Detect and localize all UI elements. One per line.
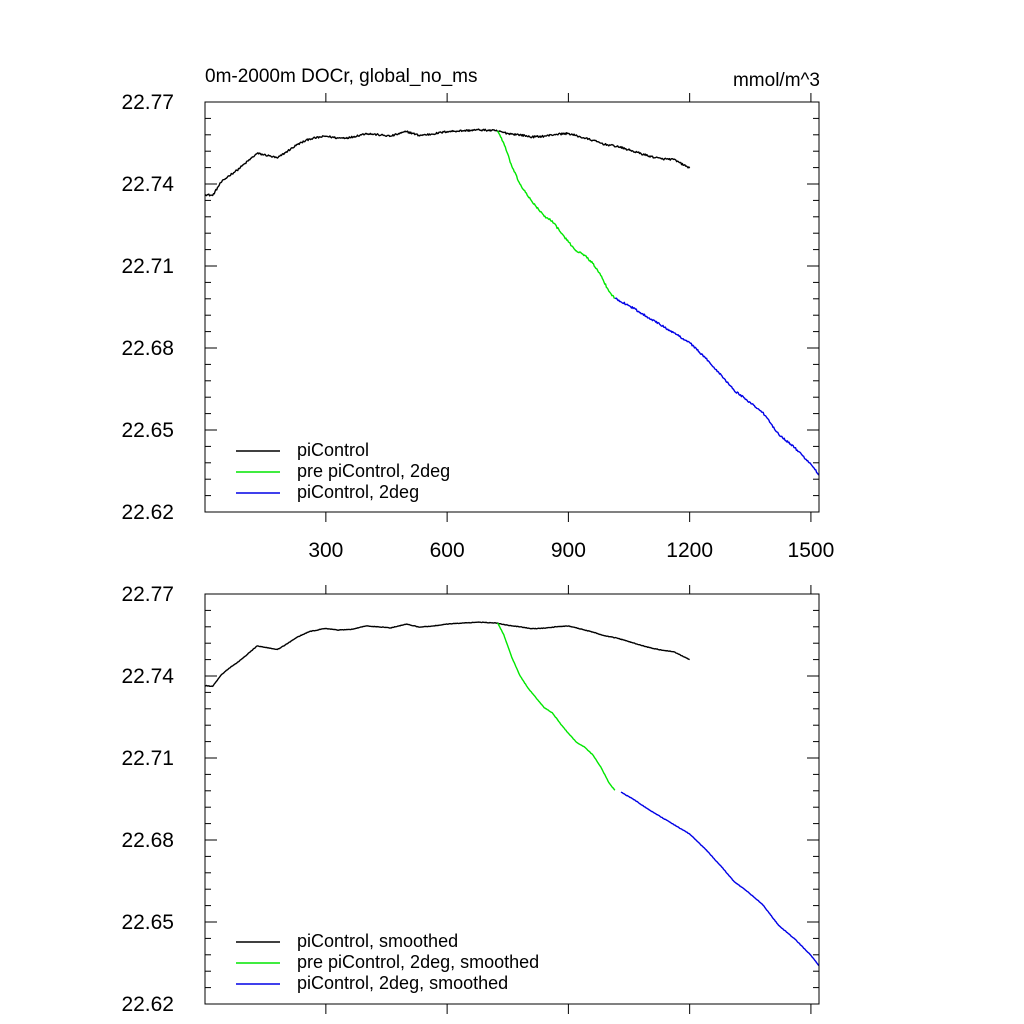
- legend-label: piControl, 2deg, smoothed: [297, 973, 508, 993]
- y-tick-label: 22.77: [121, 91, 174, 114]
- legend-label: piControl: [297, 440, 369, 460]
- chart-title-left: 0m-2000m DOCr, global_no_ms: [205, 66, 477, 87]
- y-tick-label: 22.65: [121, 419, 174, 442]
- x-tick-label: 300: [308, 539, 343, 562]
- series-line: [614, 297, 820, 476]
- series-line: [204, 621, 690, 688]
- legend-label: piControl, 2deg: [297, 482, 419, 502]
- plot-frame: [204, 101, 820, 513]
- series-line: [204, 128, 691, 197]
- series-line: [620, 791, 820, 967]
- chart-units-label: mmol/m^3: [733, 70, 820, 91]
- x-tick-label: 1500: [788, 539, 835, 562]
- y-tick-label: 22.68: [121, 337, 174, 360]
- series-line: [497, 130, 616, 299]
- chart-panel-top: 0m-2000m DOCr, global_no_ms mmol/m^3 22.…: [121, 66, 834, 562]
- chart-panel-bottom: 22.62 22.65 22.68 22.71 22.74 22.77 piControl…: [121, 583, 820, 1016]
- y-tick-label: 22.74: [121, 665, 174, 688]
- y-tick-label: 22.71: [121, 747, 174, 770]
- y-tick-label: 22.65: [121, 911, 174, 934]
- x-tick-label: 900: [551, 539, 586, 562]
- y-tick-label: 22.62: [121, 993, 174, 1016]
- series-line: [497, 622, 616, 791]
- plot-area: [204, 128, 820, 476]
- y-tick-label: 22.74: [121, 173, 174, 196]
- axis-ticks: 22.62 22.65 22.68 22.71 22.74 22.77 300 600 900 1…: [121, 91, 834, 562]
- legend-label: pre piControl, 2deg: [297, 461, 450, 481]
- x-tick-label: 600: [430, 539, 465, 562]
- y-tick-label: 22.68: [121, 829, 174, 852]
- axis-ticks: 22.62 22.65 22.68 22.71 22.74 22.77: [121, 583, 819, 1016]
- y-tick-label: 22.62: [121, 501, 174, 524]
- x-tick-label: 1200: [666, 539, 713, 562]
- y-tick-label: 22.71: [121, 255, 174, 278]
- plot-frame: [204, 593, 820, 1005]
- plot-area: [204, 621, 820, 967]
- legend-label: piControl, smoothed: [297, 931, 458, 951]
- y-tick-label: 22.77: [121, 583, 174, 606]
- legend-label: pre piControl, 2deg, smoothed: [297, 952, 539, 972]
